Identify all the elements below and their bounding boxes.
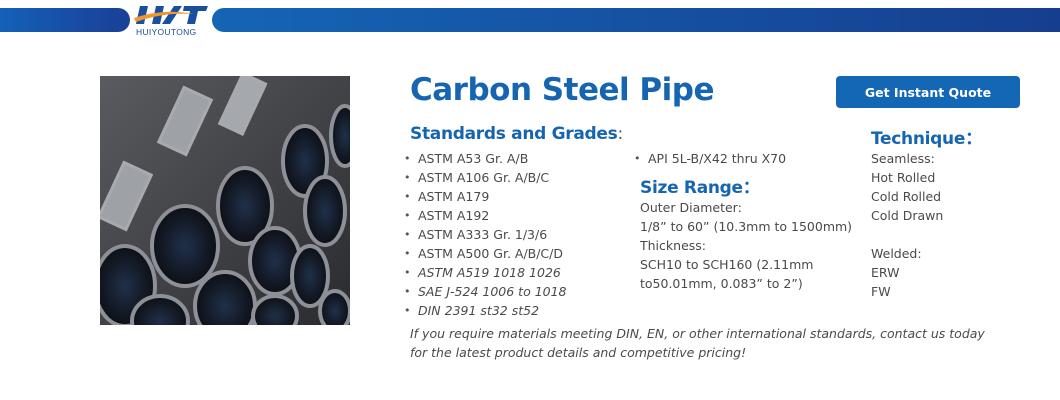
list-item: ASTM A500 Gr. A/B/C/D (396, 244, 567, 263)
brand-logo[interactable] (134, 2, 210, 38)
list-item: API 5L-B/X42 thru X70 (626, 149, 786, 168)
header-bar-right (212, 8, 1060, 32)
technique-item: Cold Drawn (871, 208, 944, 223)
list-item: ASTM A179 (396, 187, 567, 206)
contact-note: If you require materials meeting DIN, EN… (410, 324, 1030, 362)
outer-diameter-value: 1/8” to 60” (10.3mm to 1500mm) (640, 219, 853, 234)
technique-heading: Technique： (871, 124, 982, 149)
colon: ： (742, 178, 760, 198)
technique-item: FW (871, 284, 891, 299)
outer-diameter-label: Outer Diameter: (640, 200, 742, 215)
brand-name: HUIYOUTONG (136, 27, 197, 37)
size-range-heading: Size Range： (640, 173, 760, 198)
thickness-label: Thickness: (640, 238, 706, 253)
seamless-label: Seamless: (871, 151, 935, 166)
standards-heading-text: Standards and Grades (410, 124, 618, 144)
list-item: ASTM A53 Gr. A/B (396, 149, 567, 168)
list-item: DIN 2391 st32 st52 (396, 301, 567, 320)
colon: : (617, 124, 623, 144)
size-heading-text: Size Range (640, 178, 743, 198)
colon: ： (965, 129, 982, 149)
size-range-details: Outer Diameter: 1/8” to 60” (10.3mm to 1… (640, 198, 852, 293)
header-bar-left (0, 8, 130, 32)
note-line: If you require materials meeting DIN, EN… (410, 326, 985, 341)
product-image (100, 76, 350, 325)
standards-list: ASTM A53 Gr. A/B ASTM A106 Gr. A/B/C AST… (396, 149, 567, 320)
standards-list-col2: API 5L-B/X42 thru X70 (626, 149, 786, 168)
technique-item: Cold Rolled (871, 189, 942, 204)
technique-item: ERW (871, 265, 900, 280)
list-item: ASTM A106 Gr. A/B/C (396, 168, 567, 187)
get-instant-quote-button[interactable]: Get Instant Quote (836, 76, 1020, 108)
welded-label: Welded: (871, 246, 922, 261)
list-item: ASTM A519 1018 1026 (396, 263, 567, 282)
standards-heading: Standards and Grades: (410, 124, 623, 144)
technique-heading-text: Technique (871, 129, 966, 149)
page-title: Carbon Steel Pipe (410, 72, 714, 108)
list-item: SAE J-524 1006 to 1018 (396, 282, 567, 301)
technique-details: Seamless: Hot Rolled Cold Rolled Cold Dr… (871, 149, 943, 301)
thickness-value-cont: to50.01mm, 0.083” to 2”) (640, 276, 803, 291)
list-item: ASTM A192 (396, 206, 567, 225)
list-item: ASTM A333 Gr. 1/3/6 (396, 225, 567, 244)
technique-item: Hot Rolled (871, 170, 936, 185)
thickness-value: SCH10 to SCH160 (2.11mm (640, 257, 814, 272)
note-line: for the latest product details and compe… (410, 345, 747, 360)
